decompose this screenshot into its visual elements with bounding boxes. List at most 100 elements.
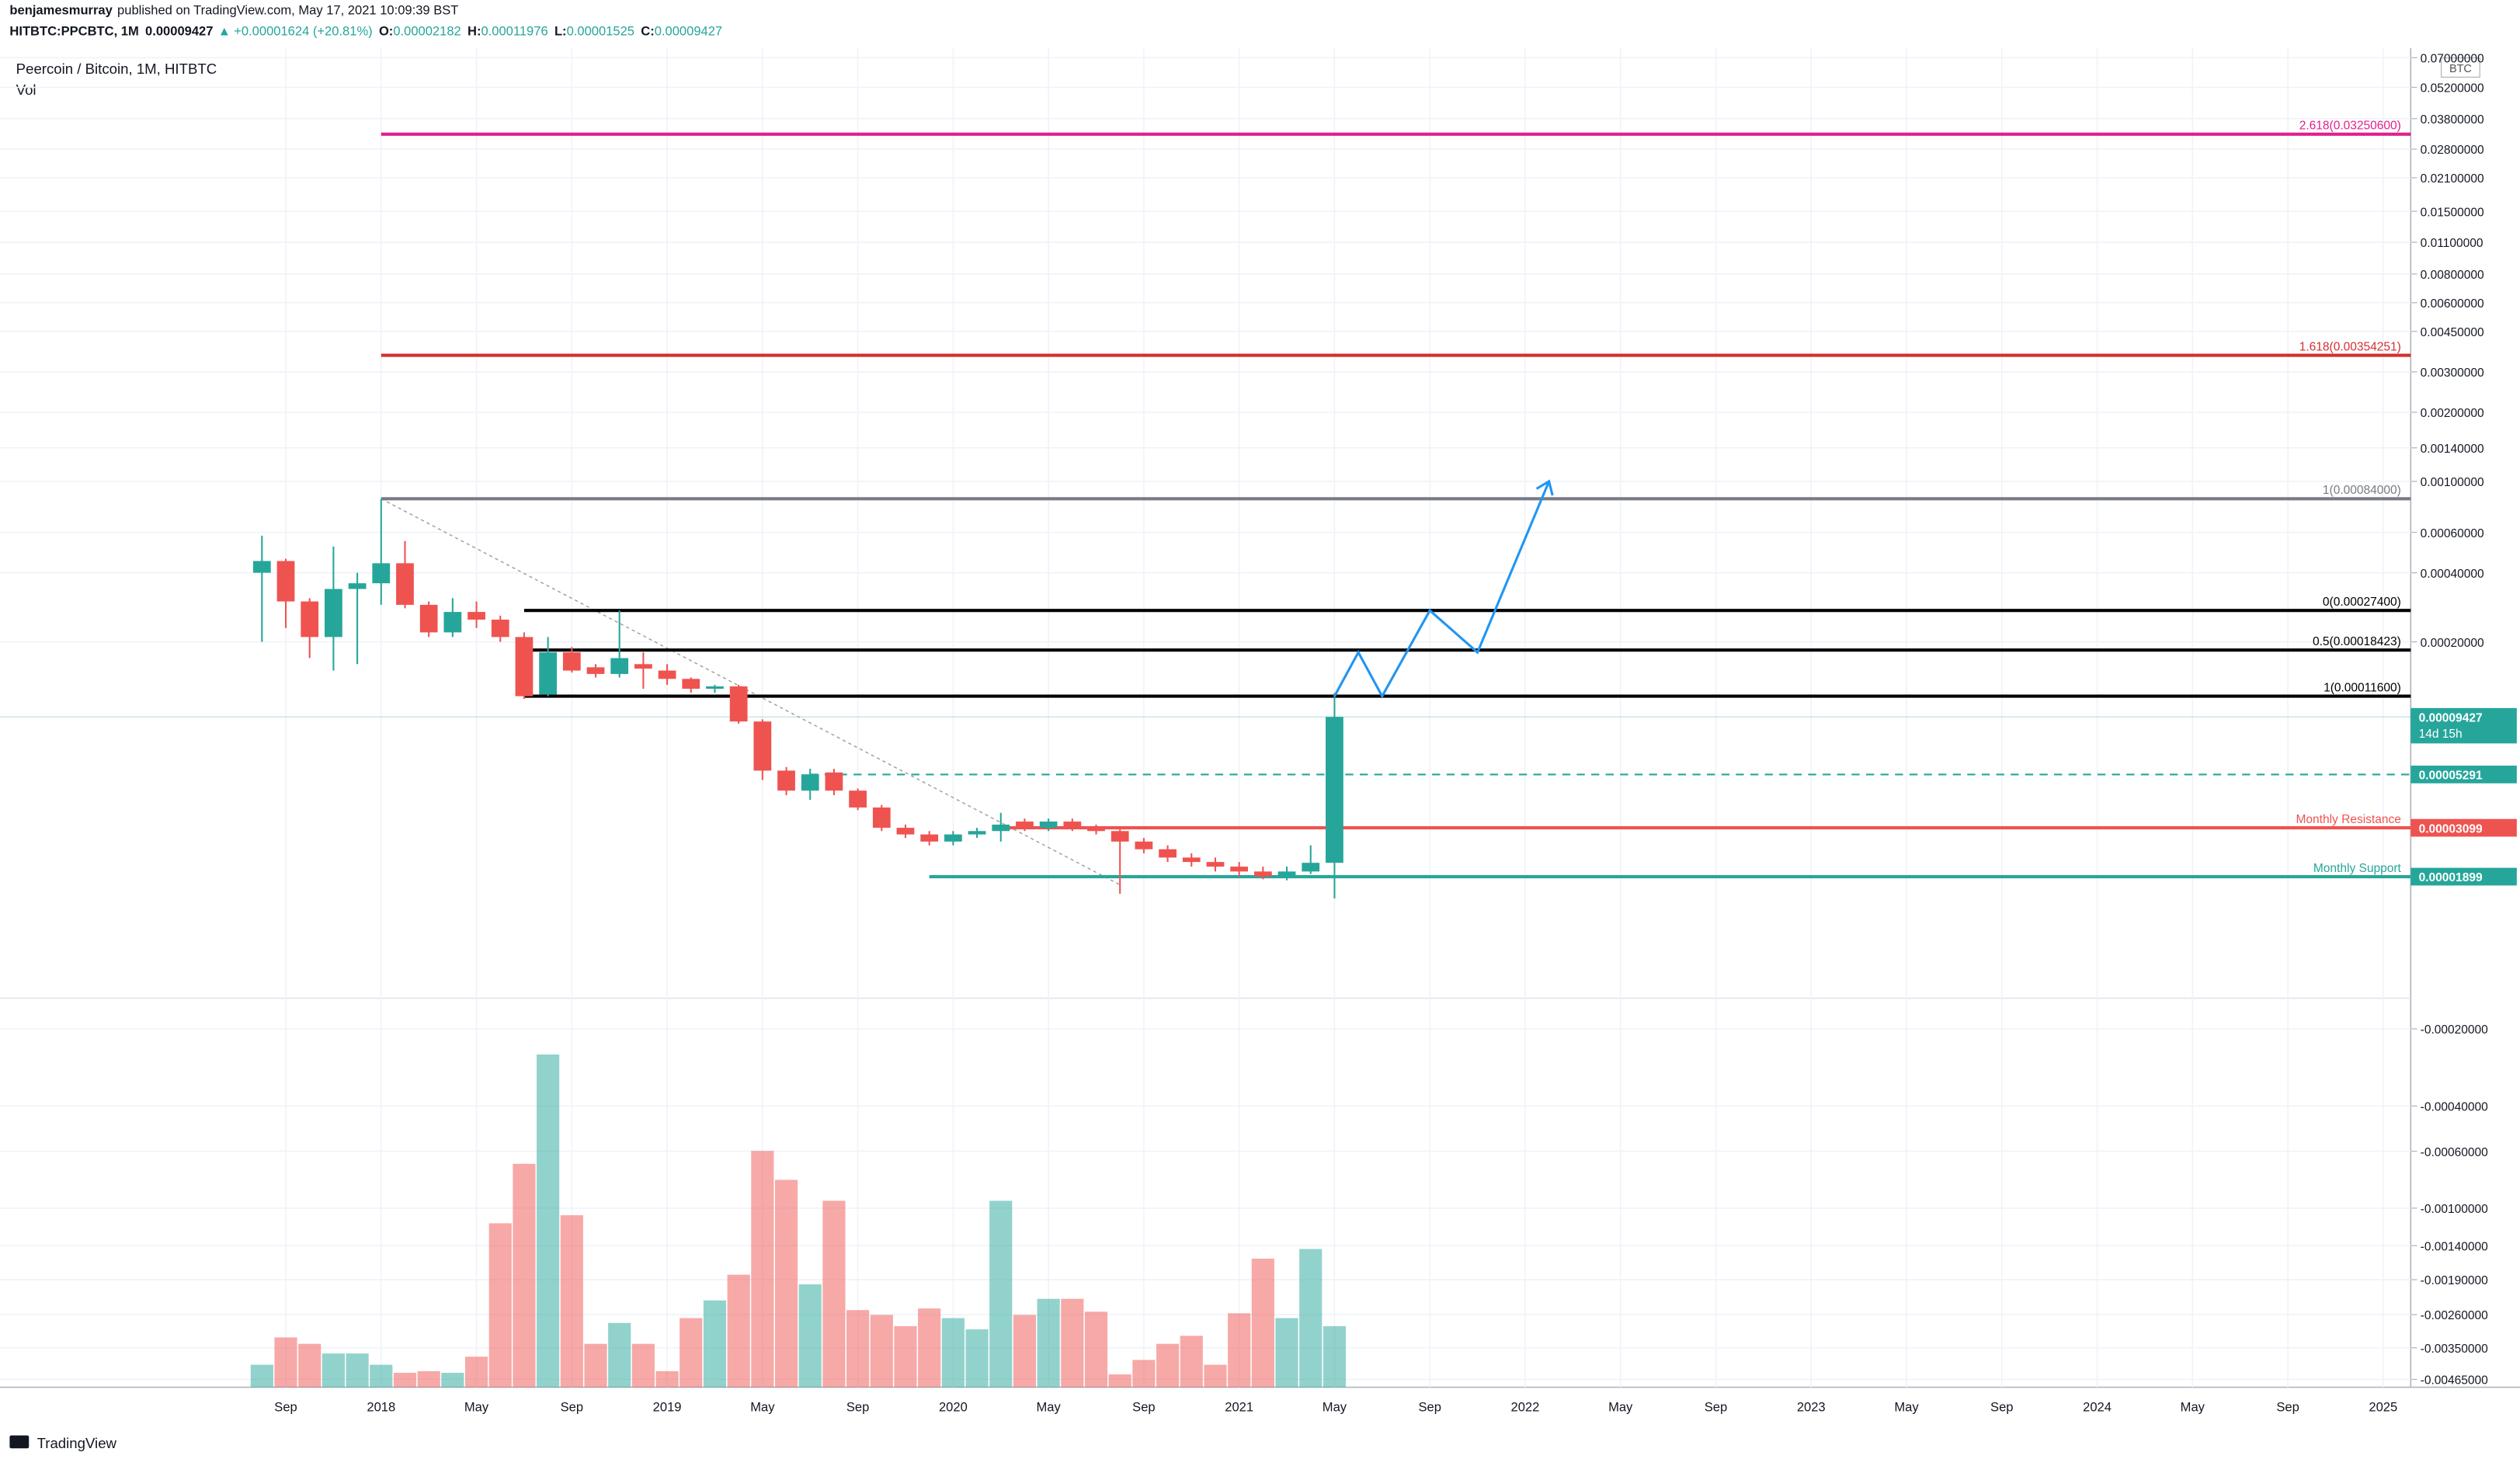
volume-bar: [870, 1315, 893, 1388]
candle-body: [658, 670, 676, 679]
volume-bar: [393, 1372, 417, 1388]
volume-bar: [250, 1364, 273, 1388]
x-tick-label: May: [1323, 1400, 1347, 1415]
volume-bar: [965, 1329, 989, 1388]
candle-body: [1111, 831, 1129, 842]
candle-body: [586, 667, 605, 674]
volume-bar: [464, 1357, 488, 1388]
candle-body: [1039, 822, 1058, 829]
volume-bar: [822, 1200, 846, 1388]
candle-body: [1277, 871, 1296, 878]
x-tick-label: May: [750, 1400, 775, 1415]
y2-tick-label: -0.00190000: [2421, 1274, 2488, 1287]
x-tick-label: 2025: [2369, 1400, 2397, 1415]
currency: BTC: [2449, 63, 2472, 75]
change: +0.00001624 (+20.81%): [234, 24, 372, 39]
volume-bar: [537, 1054, 560, 1388]
candle-body: [515, 637, 534, 697]
candle-body: [1063, 822, 1082, 829]
volume-bar: [703, 1300, 727, 1388]
candle-body: [419, 604, 438, 633]
candle-body: [825, 772, 843, 791]
level-label: Monthly Support: [2313, 862, 2402, 875]
y2-tick-label: -0.00465000: [2421, 1374, 2488, 1388]
candle-body: [325, 589, 342, 637]
price-label-box: [2411, 766, 2517, 783]
y-tick-label: 0.00100000: [2421, 476, 2484, 489]
y-tick-label: 0.00020000: [2421, 637, 2484, 650]
y-tick-label: 0.00300000: [2421, 366, 2484, 380]
volume-bar: [1061, 1298, 1084, 1388]
level-label: 1(0.00011600): [2324, 681, 2401, 694]
volume-bar: [346, 1353, 369, 1388]
ohlc-value: 0.00009427: [655, 24, 722, 39]
ohlc-value: 0.00011976: [481, 24, 547, 39]
y2-tick-label: -0.00260000: [2421, 1309, 2488, 1322]
candle-body: [1253, 871, 1272, 877]
ohlc-value: 0.00001525: [567, 24, 634, 39]
volume-bar: [298, 1343, 322, 1388]
ohlc-key: H:: [468, 24, 481, 39]
brand: TradingView: [37, 1435, 117, 1451]
volume-bar: [1323, 1325, 1347, 1388]
change-arrow: ▲: [218, 24, 231, 39]
y2-tick-label: -0.00020000: [2421, 1023, 2488, 1037]
volume-bar: [751, 1151, 774, 1388]
y-tick-label: 0.00060000: [2421, 527, 2484, 540]
published-note: published on TradingView.com, May 17, 20…: [117, 3, 458, 18]
y2-tick-label: -0.00350000: [2421, 1343, 2488, 1356]
volume-bar: [513, 1163, 536, 1388]
volume-bar: [918, 1308, 941, 1388]
candle-body: [896, 828, 915, 835]
ohlc-key: L:: [554, 24, 567, 39]
volume-bar: [1013, 1315, 1037, 1388]
candle-body: [872, 807, 891, 829]
volume-bar: [1180, 1336, 1203, 1388]
candle-body: [348, 583, 367, 589]
volume-bar: [1299, 1249, 1323, 1388]
volume-bar: [1251, 1258, 1274, 1388]
x-tick-label: Sep: [274, 1400, 297, 1415]
volume-bar: [322, 1353, 345, 1388]
brand-logo: [9, 1435, 30, 1449]
candle-body: [396, 563, 414, 605]
candle-body: [539, 652, 558, 695]
price-label-box: [2411, 818, 2517, 837]
y2-tick-label: -0.00060000: [2421, 1146, 2488, 1159]
level-label: Monthly Resistance: [2296, 813, 2400, 826]
candle-body: [944, 834, 962, 842]
candle-body: [1016, 822, 1034, 829]
x-tick-label: Sep: [1705, 1400, 1727, 1415]
candle-body: [992, 824, 1010, 832]
candle-body: [562, 652, 581, 671]
x-tick-label: May: [1894, 1400, 1919, 1415]
x-tick-label: May: [464, 1400, 489, 1415]
x-tick-label: Sep: [1132, 1400, 1155, 1415]
candle-body: [443, 612, 462, 633]
y-tick-label: 0.00800000: [2421, 269, 2484, 282]
volume-bar: [631, 1343, 655, 1388]
x-tick-label: Sep: [1418, 1400, 1441, 1415]
volume-bar: [1084, 1311, 1108, 1388]
candle-body: [276, 561, 295, 602]
last-price: 0.00009427: [145, 24, 213, 39]
candle-body: [1206, 862, 1225, 867]
y-tick-label: 0.05200000: [2421, 82, 2484, 96]
volume-bar: [370, 1364, 393, 1388]
x-tick-label: May: [1037, 1400, 1062, 1415]
level-label: 1.618(0.00354251): [2299, 340, 2401, 353]
x-tick-label: 2018: [367, 1400, 395, 1415]
symbol: HITBTC:PPCBTC, 1M: [9, 24, 138, 39]
x-tick-label: Sep: [1990, 1400, 2013, 1415]
volume-bar: [1037, 1298, 1060, 1388]
candle-body: [468, 612, 485, 620]
x-tick-label: 2021: [1225, 1400, 1253, 1415]
y-tick-label: 0.00600000: [2421, 297, 2484, 311]
candle-body: [610, 658, 629, 674]
x-tick-label: 2022: [1511, 1400, 1540, 1415]
author: benjamesmurray published on TradingView.c…: [9, 3, 458, 18]
volume-bar: [441, 1372, 464, 1388]
